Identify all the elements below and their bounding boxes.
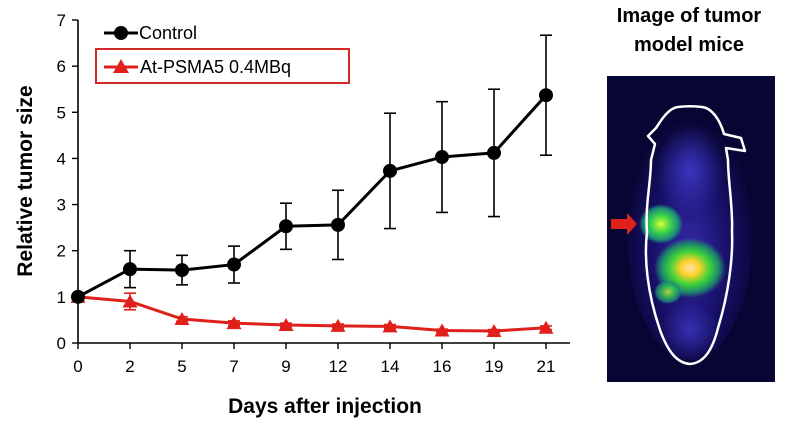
- panel-title-line1: Image of tumor: [617, 5, 762, 27]
- series-line: [77, 94, 548, 299]
- legend-control-label: Control: [139, 23, 197, 43]
- y-tick-label: 1: [57, 288, 66, 307]
- x-tick-label: 9: [281, 357, 290, 376]
- tumor-hotspot: [639, 204, 683, 244]
- data-point: [383, 163, 397, 178]
- data-point: [330, 318, 346, 332]
- data-point: [278, 318, 294, 332]
- y-tick-label: 6: [57, 57, 66, 76]
- x-tick-label: 0: [73, 357, 82, 376]
- data-point: [227, 257, 241, 272]
- data-point: [539, 88, 553, 103]
- x-tick-label: 21: [537, 357, 556, 376]
- y-ticks: 0 1 2 3 4 5 6 7: [57, 11, 78, 353]
- data-point: [71, 289, 85, 304]
- y-axis-title: Relative tumor size: [14, 85, 37, 276]
- data-point: [175, 263, 189, 278]
- x-ticks: 0 2 5 7 9 12 14 16 19 21: [73, 343, 555, 376]
- x-tick-label: 2: [125, 357, 134, 376]
- y-tick-label: 7: [57, 11, 66, 30]
- mouse-image-panel: Image of tumor model mice: [607, 5, 775, 382]
- data-point: [435, 150, 449, 165]
- legend-treatment-marker: [113, 59, 129, 73]
- mouse-outline: [644, 105, 747, 366]
- series-at-psma5: [70, 289, 554, 338]
- data-point: [538, 320, 554, 334]
- data-point: [487, 145, 501, 160]
- series-layer: [70, 34, 554, 338]
- x-tick-label: 12: [329, 357, 348, 376]
- data-point: [122, 294, 138, 308]
- data-point: [486, 324, 502, 338]
- y-tick-label: 4: [57, 149, 66, 168]
- data-point: [123, 262, 137, 277]
- y-tick-label: 0: [57, 334, 66, 353]
- data-point: [279, 219, 293, 234]
- data-point: [382, 319, 398, 333]
- data-point: [434, 323, 450, 337]
- scan-head-glow: [656, 125, 724, 215]
- scan-tail-glow: [660, 300, 720, 360]
- legend: Control At-PSMA5 0.4MBq: [95, 23, 350, 84]
- x-axis-title: Days after injection: [228, 395, 422, 418]
- x-tick-label: 5: [177, 357, 186, 376]
- y-tick-label: 5: [57, 103, 66, 122]
- y-tick-label: 2: [57, 242, 66, 261]
- legend-highlight-box: [95, 48, 350, 84]
- panel-title-line2: model mice: [634, 34, 744, 56]
- organ-hotspot-secondary: [654, 280, 682, 304]
- y-tick-label: 3: [57, 196, 66, 215]
- data-point: [331, 217, 345, 232]
- data-point: [226, 316, 242, 330]
- legend-control-marker: [114, 26, 128, 40]
- data-point: [174, 312, 190, 326]
- x-tick-label: 7: [229, 357, 238, 376]
- series-line: [77, 295, 547, 333]
- series-control: [71, 34, 553, 304]
- x-tick-label: 19: [485, 357, 504, 376]
- legend-treatment-label: At-PSMA5 0.4MBq: [140, 57, 291, 77]
- tumor-arrow-icon: [611, 213, 637, 235]
- axes: [77, 20, 570, 344]
- x-tick-label: 16: [433, 357, 452, 376]
- x-tick-label: 14: [381, 357, 400, 376]
